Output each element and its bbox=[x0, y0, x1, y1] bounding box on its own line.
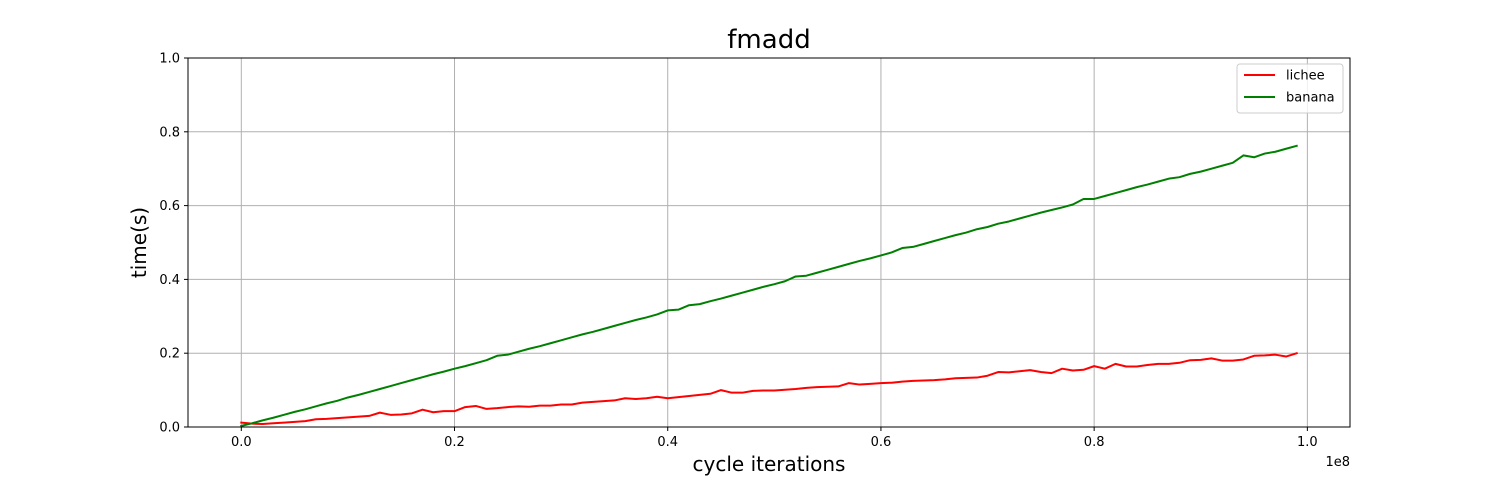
legend-label-lichee: lichee bbox=[1286, 69, 1325, 84]
legend-label-banana: banana bbox=[1286, 91, 1335, 106]
y-tick-label: 0.4 bbox=[159, 273, 180, 288]
x-offset-label: 1e8 bbox=[1325, 455, 1350, 470]
axis-ticks: 0.0 0.2 0.4 0.6 0.8 1.0 0.0 0.2 0.4 0.6 0.8 1.0 bbox=[159, 52, 1317, 451]
y-axis-label: time(s) bbox=[127, 207, 151, 278]
grid bbox=[188, 57, 1350, 428]
plot-frame bbox=[187, 57, 1351, 428]
y-tick-label: 0.0 bbox=[159, 421, 180, 436]
y-tick-label: 0.2 bbox=[159, 347, 180, 362]
legend: lichee banana bbox=[1236, 63, 1344, 114]
x-tick-label: 0.2 bbox=[444, 435, 465, 450]
series-line-banana bbox=[240, 144, 1298, 428]
y-tick-label: 0.6 bbox=[159, 199, 180, 214]
x-tick-label: 0.6 bbox=[871, 435, 892, 450]
legend-box bbox=[1236, 63, 1344, 114]
x-tick-label: 1.0 bbox=[1297, 435, 1318, 450]
y-tick-label: 1.0 bbox=[159, 52, 180, 67]
x-axis-label: cycle iterations bbox=[693, 452, 846, 476]
x-tick-label: 0.8 bbox=[1084, 435, 1105, 450]
x-tick-label: 0.0 bbox=[231, 435, 252, 450]
y-tick-label: 0.8 bbox=[159, 125, 180, 140]
plot-series bbox=[240, 144, 1298, 428]
x-tick-label: 0.4 bbox=[657, 435, 678, 450]
series-line-lichee bbox=[240, 351, 1298, 426]
chart-title: fmadd bbox=[727, 25, 810, 55]
